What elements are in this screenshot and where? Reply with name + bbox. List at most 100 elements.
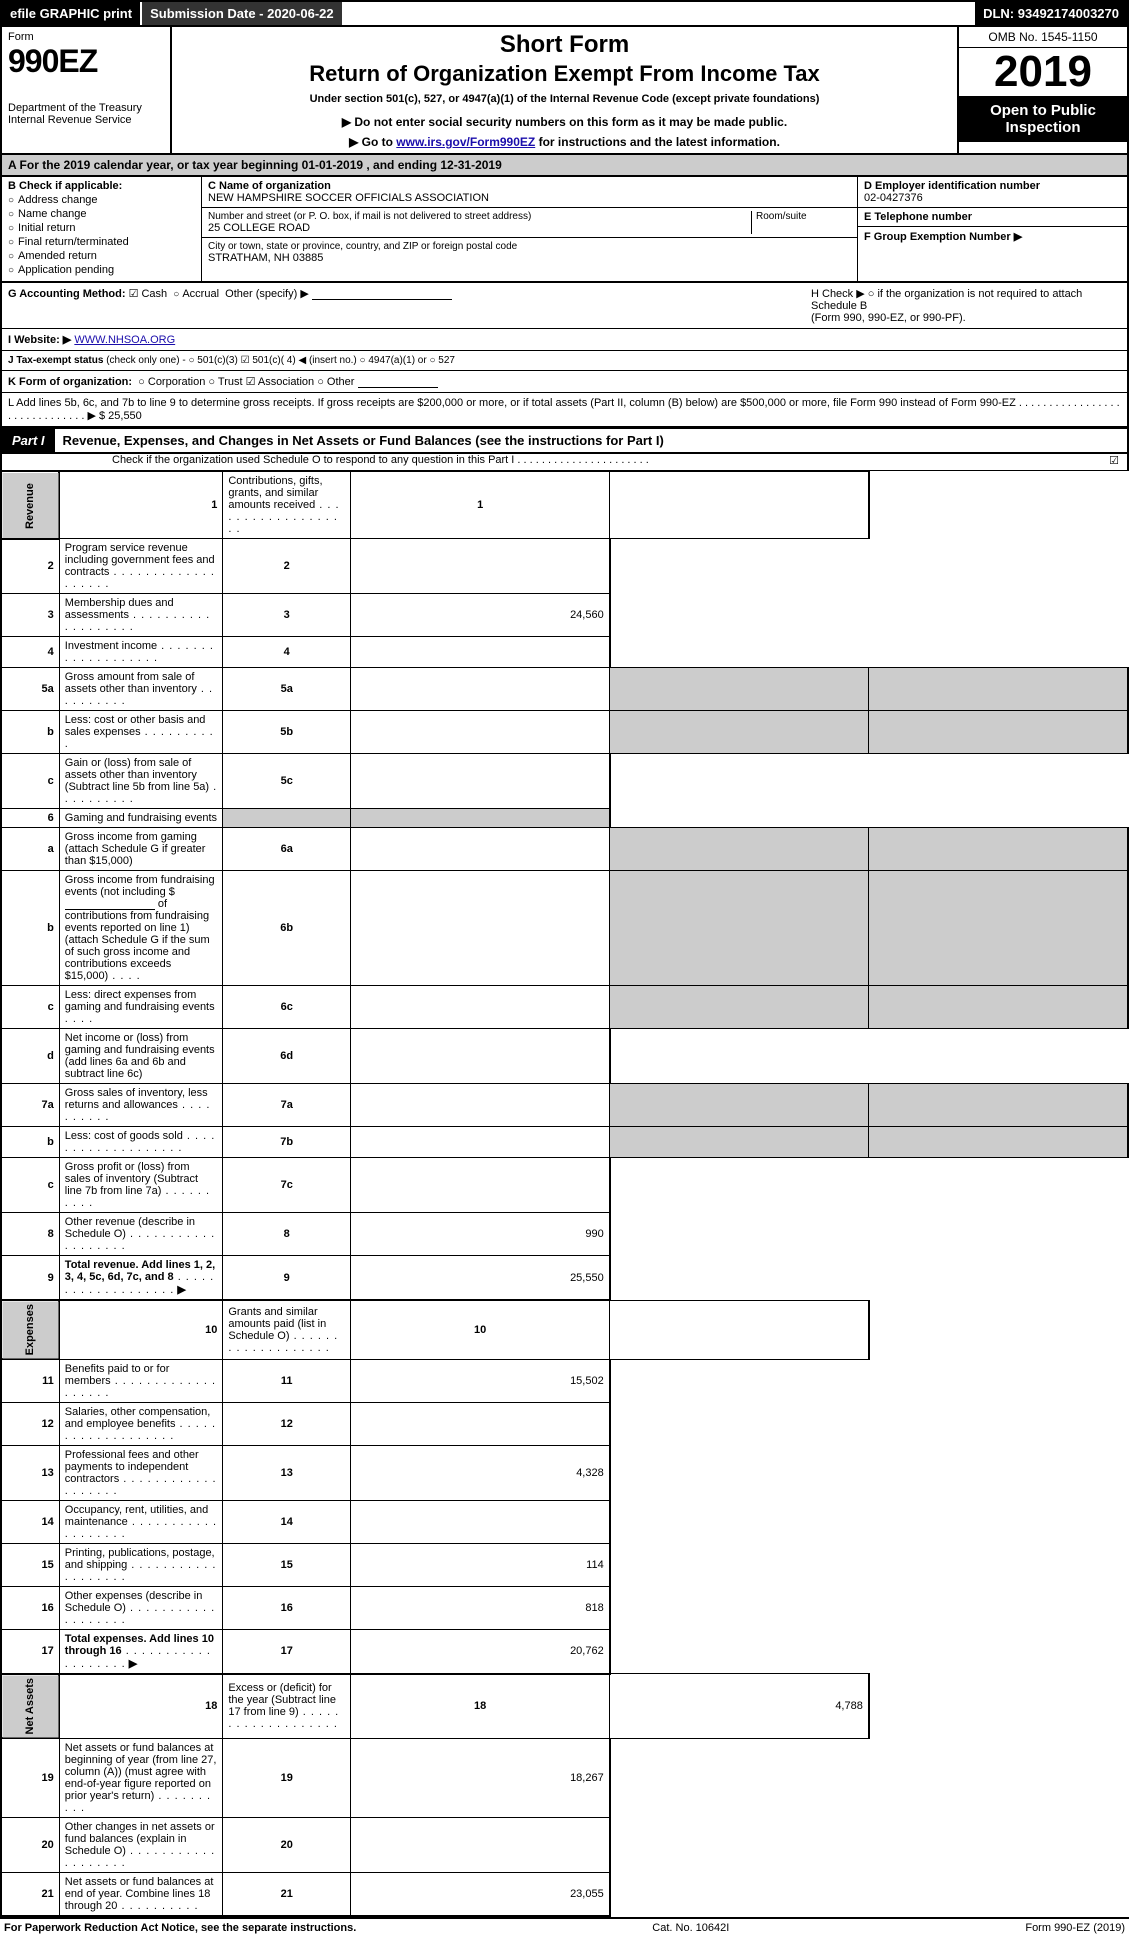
g-cash[interactable]: Cash [129,288,168,300]
goto-link[interactable]: www.irs.gov/Form990EZ [396,135,535,149]
c-city-row: City or town, state or province, country… [202,238,857,267]
g-label: G Accounting Method: [8,288,126,300]
box-b: B Check if applicable: Address change Na… [2,177,202,281]
submission-date: Submission Date - 2020-06-22 [140,2,342,25]
dln: DLN: 93492174003270 [975,2,1127,25]
l16-amount: 818 [351,1586,610,1629]
l6d-desc: Net income or (loss) from gaming and fun… [59,1029,223,1084]
l7b-box: 7b [223,1127,351,1158]
l10-lineno: 10 [351,1300,610,1359]
k-other-blank[interactable] [358,387,438,388]
footer-left: For Paperwork Reduction Act Notice, see … [4,1922,356,1934]
l6a-val [351,828,610,871]
l6b-num: b [1,871,59,986]
l20-amount [351,1817,610,1872]
subdate-label: Submission Date - [150,6,267,21]
l5c-amount [351,754,610,809]
l6c-val [351,986,610,1029]
l1-num: 1 [59,472,223,539]
period-bar: A For the 2019 calendar year, or tax yea… [0,155,1129,177]
l17-num: 17 [1,1629,59,1674]
l14-desc: Occupancy, rent, utilities, and maintena… [59,1500,223,1543]
part-i-sub: Check if the organization used Schedule … [0,454,1129,471]
part-i-sched-o-check[interactable]: ☑ [1109,454,1119,467]
d-tel-label: E Telephone number [864,211,1121,223]
side-expenses: Expenses [1,1300,59,1359]
l5a-num: 5a [1,668,59,711]
l7a-val [351,1084,610,1127]
k-label: K Form of organization: [8,376,132,388]
l18-num: 18 [59,1674,223,1738]
omb: OMB No. 1545-1150 [959,27,1127,48]
l6c-amount [869,986,1128,1029]
l8-amount: 990 [351,1213,610,1256]
form-header: Form 990EZ Department of the Treasury In… [0,27,1129,155]
l5a-val [351,668,610,711]
l6b-val [351,871,610,986]
l6-desc: Gaming and fundraising events [59,809,223,828]
chk-application-pending[interactable]: Application pending [8,264,195,276]
chk-initial-return[interactable]: Initial return [8,222,195,234]
l6a-desc: Gross income from gaming (attach Schedul… [59,828,223,871]
chk-final-return[interactable]: Final return/terminated [8,236,195,248]
l6d-lineno: 6d [223,1029,351,1084]
l16-desc: Other expenses (describe in Schedule O) [59,1586,223,1629]
l15-num: 15 [1,1543,59,1586]
l8-desc: Other revenue (describe in Schedule O) [59,1213,223,1256]
l4-lineno: 4 [223,637,351,668]
l15-amount: 114 [351,1543,610,1586]
l7a-desc: Gross sales of inventory, less returns a… [59,1084,223,1127]
efile-label: efile GRAPHIC print [2,2,140,25]
part-i-tag: Part I [2,429,55,452]
l9-amount: 25,550 [351,1256,610,1301]
g-accrual[interactable]: Accrual [173,288,219,300]
l8-lineno: 8 [223,1213,351,1256]
j-detail: (check only one) - ○ 501(c)(3) ☑ 501(c)(… [106,355,455,366]
l13-lineno: 13 [223,1445,351,1500]
l12-amount [351,1402,610,1445]
l12-lineno: 12 [223,1402,351,1445]
l3-lineno: 3 [223,594,351,637]
chk-name-change[interactable]: Name change [8,208,195,220]
website-link[interactable]: WWW.NHSOA.ORG [74,334,175,346]
l5c-lineno: 5c [223,754,351,809]
l7b-lineno [610,1127,869,1158]
top-bar: efile GRAPHIC print Submission Date - 20… [0,0,1129,27]
l6a-num: a [1,828,59,871]
chk-amended-return[interactable]: Amended return [8,250,195,262]
l19-amount: 18,267 [351,1738,610,1817]
l9-num: 9 [1,1256,59,1301]
footer: For Paperwork Reduction Act Notice, see … [0,1917,1129,1937]
l17-lineno: 17 [223,1629,351,1674]
l7c-num: c [1,1158,59,1213]
notice: ▶ Do not enter social security numbers o… [180,115,949,129]
header-left: Form 990EZ Department of the Treasury In… [2,27,172,153]
l6d-num: d [1,1029,59,1084]
l19-desc: Net assets or fund balances at beginning… [59,1738,223,1817]
l12-desc: Salaries, other compensation, and employ… [59,1402,223,1445]
l5a-box: 5a [223,668,351,711]
side-net-assets: Net Assets [1,1674,59,1738]
g-other-blank[interactable] [312,299,452,300]
l4-amount [351,637,610,668]
goto: ▶ Go to www.irs.gov/Form990EZ for instru… [180,135,949,149]
d-ein-label: D Employer identification number [864,180,1121,192]
l5b-box: 5b [223,711,351,754]
l18-amount: 4,788 [610,1674,869,1738]
room-suite-label: Room/suite [751,211,851,234]
dln-value: 93492174003270 [1018,6,1119,21]
goto-pre: ▶ Go to [349,135,396,149]
line-h: H Check ▶ ○ if the organization is not r… [811,287,1121,324]
l7c-desc: Gross profit or (loss) from sales of inv… [59,1158,223,1213]
l6b-d1: Gross income from fundraising events (no… [65,874,215,898]
d-grp-label: F Group Exemption Number ▶ [864,230,1121,243]
l2-amount [351,539,610,594]
l6b-amount [869,871,1128,986]
org-street: 25 COLLEGE ROAD [208,222,751,234]
l5c-desc: Gain or (loss) from sale of assets other… [59,754,223,809]
l7b-desc: Less: cost of goods sold [59,1127,223,1158]
chk-address-change[interactable]: Address change [8,194,195,206]
g-other[interactable]: Other (specify) ▶ [225,288,309,300]
l21-lineno: 21 [223,1872,351,1916]
l19-num: 19 [1,1738,59,1817]
